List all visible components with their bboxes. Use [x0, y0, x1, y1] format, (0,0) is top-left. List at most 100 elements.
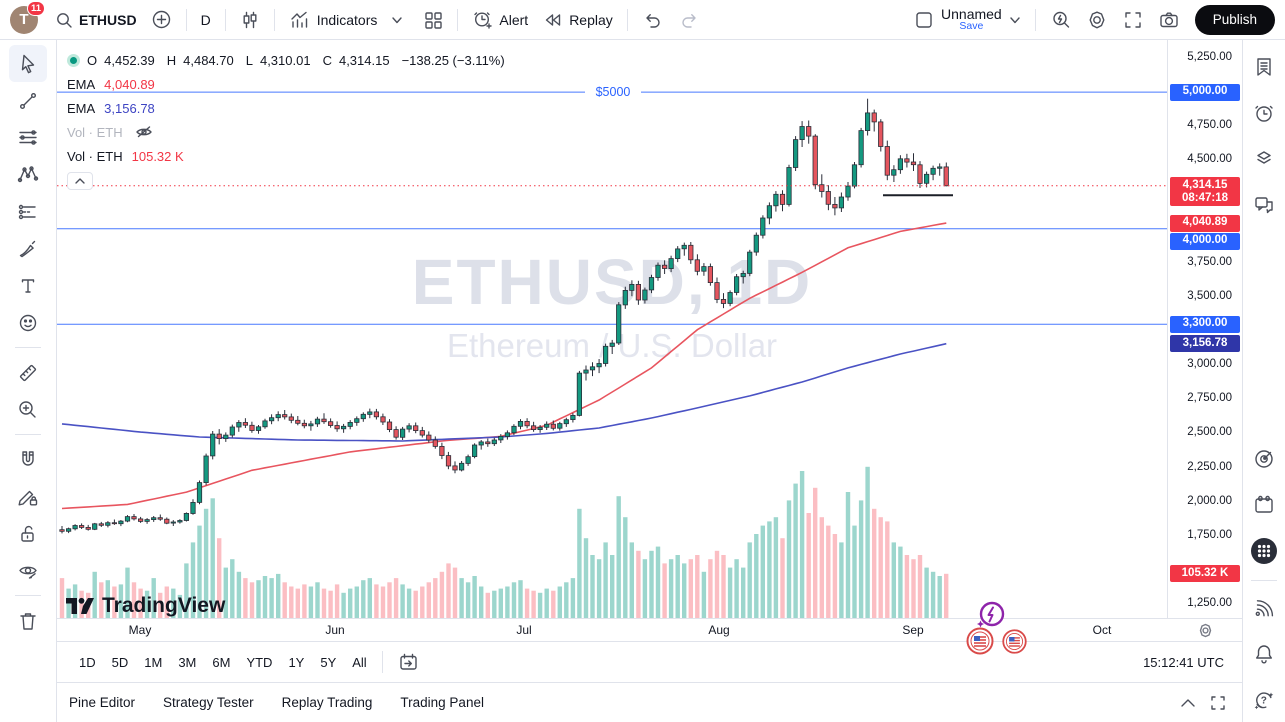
grid-templates-icon	[425, 11, 443, 29]
go-to-date-button[interactable]	[398, 652, 419, 672]
emoji-tool-button[interactable]	[9, 304, 47, 341]
ema-legend-row[interactable]: EMA 4,040.89	[67, 72, 507, 96]
volume-legend-row[interactable]: Vol · ETH 105.32 K	[67, 144, 507, 168]
cursor-icon	[21, 54, 35, 73]
drawing-mode-lock-button[interactable]	[9, 478, 47, 515]
axis-settings-gear-icon[interactable]	[1197, 622, 1214, 639]
ema-line-1[interactable]	[61, 342, 947, 442]
pattern-tool-button[interactable]	[9, 156, 47, 193]
redo-button[interactable]	[671, 5, 707, 35]
high-value: 4,484.70	[183, 52, 234, 68]
time-axis[interactable]: May Jun Jul Aug Sep Oct	[57, 618, 1242, 641]
user-avatar[interactable]: T 11	[10, 0, 45, 34]
alert-button[interactable]: Alert	[465, 5, 535, 35]
tab-pine-editor[interactable]: Pine Editor	[69, 691, 135, 714]
price-tick: 3,000.00	[1187, 358, 1232, 371]
detached-ideas-button[interactable]	[1245, 140, 1283, 178]
chevron-up-icon	[75, 178, 85, 184]
maximize-panel-icon[interactable]	[1210, 695, 1226, 711]
range-1d[interactable]: 1D	[71, 650, 104, 675]
flag-coin-sticker[interactable]	[965, 626, 995, 661]
toolbar-divider	[1034, 8, 1036, 31]
undo-button[interactable]	[635, 5, 671, 35]
chat-button[interactable]	[1245, 186, 1283, 224]
clock-utc[interactable]: 15:12:41 UTC	[1143, 654, 1224, 670]
text-tool-button[interactable]	[9, 267, 47, 304]
object-tree-button[interactable]	[1245, 440, 1283, 478]
publish-button[interactable]: Publish	[1194, 4, 1275, 35]
manage-layouts-button[interactable]	[907, 5, 941, 35]
layout-dropdown-arrow[interactable]	[1002, 5, 1028, 35]
ema-legend-row[interactable]: EMA 3,156.78	[67, 96, 507, 120]
eye-off-icon[interactable]	[134, 123, 154, 141]
legend-collapse-button[interactable]	[67, 172, 93, 190]
alerts-panel-button[interactable]	[1245, 94, 1283, 132]
range-5y[interactable]: 5Y	[312, 650, 344, 675]
brush-icon	[19, 240, 36, 257]
compare-button[interactable]	[144, 5, 179, 35]
chart-style-button[interactable]	[233, 5, 267, 35]
indicator-name: EMA	[67, 76, 96, 92]
tab-strategy-tester[interactable]: Strategy Tester	[163, 691, 254, 714]
lock-drawings-button[interactable]	[9, 515, 47, 552]
fullscreen-button[interactable]	[1115, 5, 1151, 35]
layout-name-save[interactable]: Unnamed Save	[941, 6, 1002, 33]
flag-coin-sticker[interactable]	[1001, 628, 1028, 660]
chevron-down-icon	[392, 16, 403, 23]
fullscreen-icon	[1125, 11, 1141, 28]
fib-lines-tool-button[interactable]	[9, 119, 47, 156]
help-button[interactable]: ?	[1245, 681, 1283, 719]
settings-button[interactable]	[1079, 5, 1115, 35]
range-1y[interactable]: 1Y	[280, 650, 312, 675]
expand-panel-chevron-icon[interactable]	[1180, 697, 1196, 709]
measure-tool-button[interactable]	[9, 354, 47, 391]
streams-button[interactable]	[1245, 589, 1283, 627]
cursor-tool-button[interactable]	[9, 45, 47, 82]
zoom-in-tool-button[interactable]	[9, 391, 47, 428]
prediction-tool-button[interactable]	[9, 193, 47, 230]
volume-hidden-legend-row[interactable]: Vol · ETH	[67, 120, 507, 144]
candles[interactable]	[59, 98, 949, 534]
search-icon	[57, 12, 72, 28]
magnet-mode-button[interactable]	[9, 441, 47, 478]
range-ytd[interactable]: YTD	[238, 650, 280, 675]
calendar-button[interactable]	[1245, 486, 1283, 524]
hide-drawings-button[interactable]	[9, 552, 47, 589]
interval-button[interactable]: D	[194, 5, 218, 35]
trend-line-tool-button[interactable]	[9, 82, 47, 119]
indicators-button[interactable]: Indicators	[282, 5, 385, 35]
price-chart-canvas[interactable]: $5000	[57, 40, 1167, 618]
date-range-buttons: 1D 5D 1M 3M 6M YTD 1Y 5Y All	[71, 650, 375, 675]
tab-replay-trading[interactable]: Replay Trading	[282, 691, 373, 714]
screenshot-button[interactable]	[1151, 5, 1187, 35]
replay-button[interactable]: Replay	[535, 5, 620, 35]
bottom-panel: Pine Editor Strategy Tester Replay Trading…	[57, 682, 1242, 722]
quick-search-button[interactable]	[1043, 5, 1079, 35]
price-axis[interactable]: 5,250.00 4,750.00 4,500.00 3,750.00 3,500.00…	[1167, 40, 1242, 618]
symbol-search-button[interactable]: ETHUSD	[48, 5, 144, 35]
notifications-button[interactable]	[1245, 635, 1283, 673]
lightning-sticker[interactable]	[975, 600, 1007, 637]
range-1m[interactable]: 1M	[136, 650, 170, 675]
ohlc-row[interactable]: O 4,452.39 H 4,484.70 L 4,310.01 C 4,314.15 …	[67, 48, 507, 72]
save-link[interactable]: Save	[959, 20, 984, 33]
apps-grid-button[interactable]	[1245, 532, 1283, 570]
remove-drawings-button[interactable]	[9, 602, 47, 639]
range-3m[interactable]: 3M	[170, 650, 204, 675]
zoom-in-icon	[19, 400, 36, 418]
tab-trading-panel[interactable]: Trading Panel	[400, 691, 484, 714]
open-label: O	[87, 52, 98, 68]
brush-tool-button[interactable]	[9, 230, 47, 267]
range-5d[interactable]: 5D	[104, 650, 137, 675]
indicator-templates-button[interactable]	[416, 5, 450, 35]
toolbar-divider	[15, 347, 41, 348]
range-all[interactable]: All	[344, 650, 374, 675]
range-6m[interactable]: 6M	[204, 650, 238, 675]
time-tick-may: May	[128, 623, 152, 637]
price-tick: 3,500.00	[1187, 289, 1232, 302]
indicators-dropdown-arrow[interactable]	[384, 5, 410, 35]
tradingview-logo[interactable]: TradingView	[65, 594, 225, 618]
ema-line-0[interactable]	[61, 222, 947, 510]
chart-pane[interactable]: ETHUSD, 1D Ethereum / U.S. Dollar $5000 …	[57, 40, 1167, 655]
watchlist-button[interactable]	[1245, 48, 1283, 86]
